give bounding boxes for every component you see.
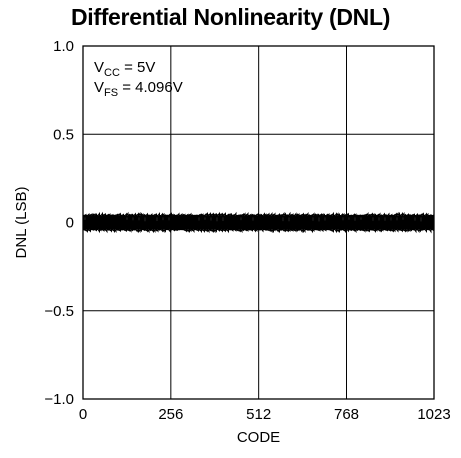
x-tick-label: 512 xyxy=(246,406,271,423)
y-tick-label: −1.0 xyxy=(44,391,74,408)
dnl-trace-lower-edge xyxy=(82,227,435,234)
annotation-line: VFS = 4.096V xyxy=(94,79,183,99)
x-tick-label: 768 xyxy=(334,406,359,423)
y-tick-label: 0 xyxy=(66,215,74,232)
x-tick-label: 1023 xyxy=(417,406,450,423)
series-layer xyxy=(82,211,435,234)
dnl-trace-band xyxy=(83,215,434,230)
dnl-trace-upper-edge xyxy=(82,211,435,218)
y-tick-label: 1.0 xyxy=(53,38,74,55)
x-tick-label: 0 xyxy=(79,406,87,423)
chart-title: Differential Nonlinearity (DNL) xyxy=(70,4,391,30)
x-axis-title: CODE xyxy=(237,429,280,446)
y-tick-label: −0.5 xyxy=(44,303,74,320)
x-tick-label: 256 xyxy=(158,406,183,423)
y-tick-labels: 1.0 0.5 0 −0.5 −1.0 xyxy=(44,38,74,408)
y-axis-title: DNL (LSB) xyxy=(13,187,30,259)
annotation-line: VCC = 5V xyxy=(94,59,155,79)
x-tick-labels: 0 256 512 768 1023 xyxy=(79,406,451,423)
y-tick-label: 0.5 xyxy=(53,126,74,143)
plot-frame xyxy=(82,45,435,400)
